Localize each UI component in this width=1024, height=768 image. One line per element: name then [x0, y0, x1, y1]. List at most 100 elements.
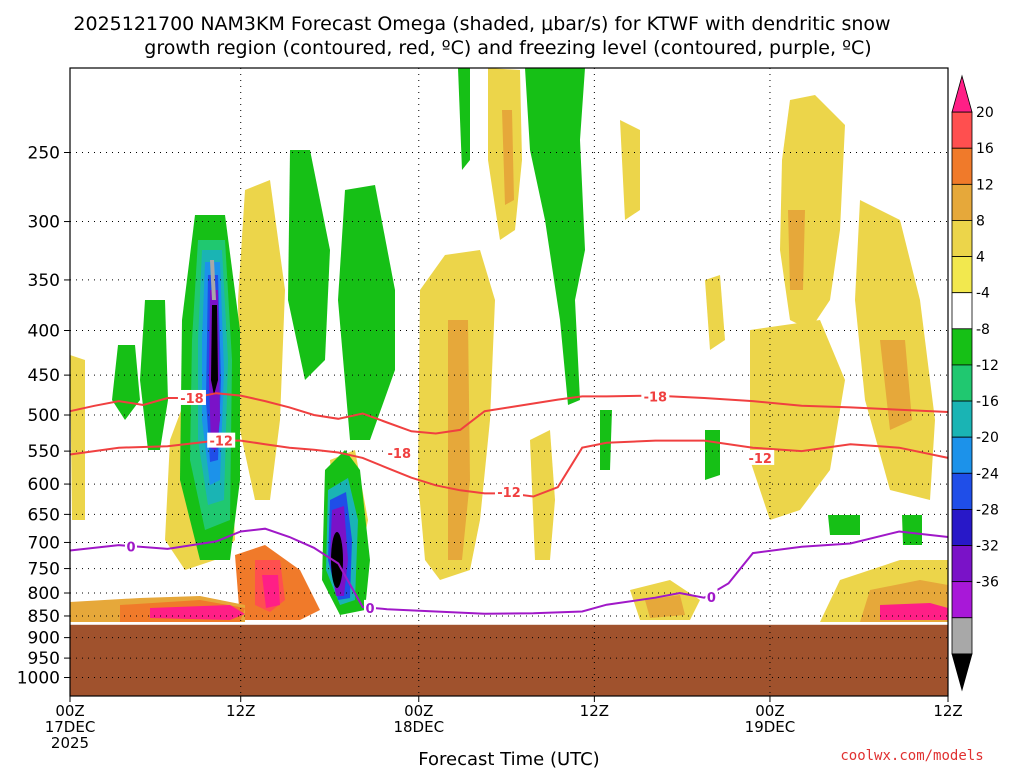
shade-green-right-low-2	[902, 515, 922, 545]
shade-green-right-low-1	[828, 515, 860, 535]
y-tick-label: 800	[28, 584, 60, 604]
contour-label-bg	[746, 449, 775, 465]
colorbar-label: 4	[976, 250, 985, 266]
shade-magenta-right-surface	[880, 603, 948, 620]
shade-yellow-mid-2	[620, 120, 640, 220]
colorbar-label: 12	[976, 177, 994, 193]
shade-magenta-lower	[262, 575, 280, 608]
x-tick-label: 12Z	[226, 702, 255, 720]
colorbar-label: -32	[976, 539, 999, 555]
y-tick-label: 900	[28, 629, 60, 649]
x-tick-label: 2025	[51, 734, 89, 752]
contour-label-bg	[177, 389, 206, 405]
y-tick-label: 350	[28, 271, 60, 291]
colorbar-label: 8	[976, 213, 985, 229]
shade-green-upper-center	[458, 68, 470, 170]
shade-green-right-mid	[705, 430, 720, 480]
colorbar-swatch	[951, 220, 973, 257]
y-tick-label: 550	[28, 442, 60, 462]
chart-title-line1: 2025121700 NAM3KM Forecast Omega (shaded…	[73, 13, 890, 35]
contour-label-bg	[363, 599, 376, 615]
colorbar-swatch	[951, 509, 973, 546]
shade-yellow-column-12z	[238, 180, 285, 500]
contour-label-bg	[124, 538, 137, 554]
y-tick-label: 300	[28, 213, 60, 233]
contour-label-bg	[207, 432, 236, 448]
terrain-ground	[70, 624, 948, 696]
colorbar: 20 16 12 8 4 -4 -8 -12 -16 -20 -24 -28 -32 -36	[951, 74, 999, 692]
y-tick-label: 700	[28, 533, 60, 553]
y-axis: 2503003504004505005506006507007508008509…	[17, 144, 70, 689]
terrain-layer	[70, 624, 948, 696]
colorbar-swatch	[951, 328, 973, 366]
shade-green-right-top	[600, 410, 612, 470]
colorbar-label: -8	[976, 322, 990, 338]
y-tick-label: 250	[28, 144, 60, 164]
shade-orange-center-right	[502, 110, 514, 205]
credit-text: coolwx.com/models	[840, 748, 983, 764]
y-tick-label: 1000	[17, 669, 60, 689]
colorbar-swatch-bottom-arrow	[951, 653, 973, 692]
plot-area: -18 -12 -18 -12 -18 -12 0 0 0	[69, 67, 949, 697]
x-tick-label: 00Z	[755, 702, 784, 720]
contour-freezing-level	[69, 527, 949, 615]
contour-label-bg	[495, 484, 523, 500]
shade-green-tall-center	[525, 68, 585, 405]
contour-label-bg	[641, 388, 670, 404]
x-tick-label: 00Z	[55, 702, 84, 720]
shade-yellow-mid-3	[705, 275, 725, 350]
contour-label: -18	[644, 390, 668, 405]
shade-black-lower-blob	[331, 532, 343, 588]
shade-surface-magenta-left	[150, 605, 245, 620]
colorbar-label: -12	[976, 358, 999, 374]
chart-title-line2: growth region (contoured, red, ºC) and f…	[144, 37, 871, 59]
contour-label-bg	[705, 588, 718, 604]
colorbar-label: -36	[976, 575, 999, 591]
colorbar-swatch-top-arrow	[951, 74, 973, 113]
y-tick-label: 400	[28, 322, 60, 342]
contour-label: 0	[365, 602, 374, 617]
contour-label: -18	[180, 392, 204, 407]
colorbar-swatch	[951, 183, 973, 221]
y-tick-label: 600	[28, 475, 60, 495]
shade-green-col-14z	[288, 150, 330, 380]
shade-black-tower	[211, 305, 218, 395]
plot-frame	[69, 67, 949, 697]
y-tick-label: 750	[28, 560, 60, 580]
shade-orange-band-center	[448, 320, 470, 560]
x-tick-label: 00Z	[404, 702, 433, 720]
shade-orange-far-right	[880, 340, 912, 430]
x-tick-label: 18DEC	[393, 718, 444, 736]
y-tick-label: 650	[28, 505, 60, 525]
contour-label: -18	[388, 447, 412, 462]
contour-label: -12	[748, 452, 772, 467]
grid-lines	[69, 68, 949, 696]
x-tick-label: 12Z	[933, 702, 962, 720]
colorbar-swatch	[951, 436, 973, 474]
shade-yellow-left-blob	[70, 355, 85, 520]
colorbar-swatch	[951, 472, 973, 510]
shade-gray-tower-edge	[210, 260, 216, 300]
shade-orange-right-columns	[788, 210, 805, 290]
x-tick-label: 17DEC	[45, 718, 96, 736]
colorbar-label: 20	[976, 105, 994, 121]
contour-label: 0	[707, 591, 716, 606]
colorbar-swatch	[951, 581, 973, 619]
colorbar-label: -20	[976, 430, 999, 446]
shade-orange-right-surface-center	[645, 595, 685, 618]
shade-yellow-right-lower	[750, 320, 845, 520]
y-tick-label: 950	[28, 649, 60, 669]
y-tick-label: 450	[28, 366, 60, 386]
y-tick-label: 500	[28, 406, 60, 426]
colorbar-label: -4	[976, 286, 990, 302]
colorbar-swatch	[951, 364, 973, 402]
contour-label: 0	[126, 541, 135, 556]
colorbar-label: 16	[976, 141, 994, 157]
colorbar-label: -24	[976, 466, 999, 482]
contour-labels: -18 -12 -18 -12 -18 -12 0 0 0	[124, 388, 775, 617]
contour-label: -12	[497, 486, 521, 501]
colorbar-label: -16	[976, 394, 999, 410]
shade-yellow-mid-1	[530, 430, 555, 560]
